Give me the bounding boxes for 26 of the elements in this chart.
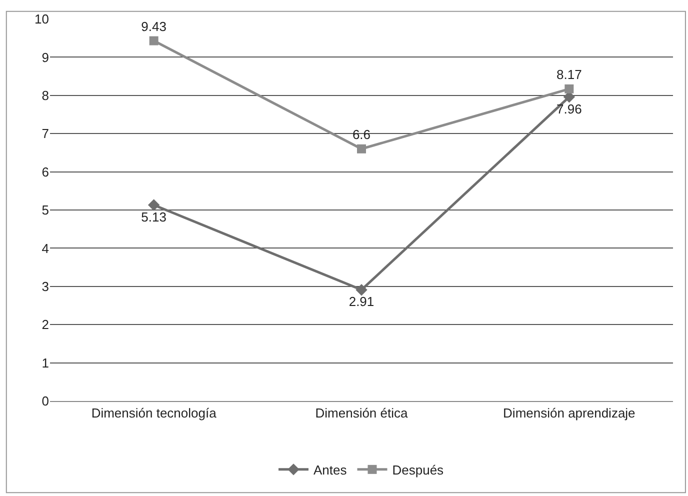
y-tick-label: 7 bbox=[42, 126, 49, 142]
y-tick-label: 3 bbox=[42, 278, 49, 294]
legend-label: Después bbox=[392, 462, 444, 478]
y-tick-label: 5 bbox=[42, 202, 49, 218]
point bbox=[356, 284, 368, 296]
x-tick-label: Dimensión ética bbox=[315, 406, 409, 421]
point bbox=[357, 144, 366, 154]
data-label: 9.43 bbox=[141, 18, 166, 34]
point bbox=[564, 84, 574, 94]
x-tick-label: Dimensión aprendizaje bbox=[503, 406, 636, 421]
y-tick-label: 8 bbox=[42, 88, 49, 103]
y-tick-label: 2 bbox=[42, 317, 49, 332]
data-label: 8.17 bbox=[556, 67, 582, 82]
y-tick-label: 6 bbox=[42, 164, 49, 180]
data-label: 2.91 bbox=[348, 294, 374, 310]
y-tick-label: 4 bbox=[42, 240, 49, 256]
data-label: 7.96 bbox=[556, 101, 582, 116]
y-tick-label: 10 bbox=[34, 12, 49, 27]
point bbox=[149, 36, 158, 46]
y-tick-label: 1 bbox=[42, 355, 49, 370]
x-tick-label: Dimensión tecnología bbox=[91, 406, 218, 421]
legend-label: Antes bbox=[314, 462, 348, 478]
y-tick-label: 9 bbox=[42, 50, 49, 65]
point bbox=[148, 199, 160, 211]
data-label: 5.13 bbox=[141, 209, 166, 224]
y-tick-label: 0 bbox=[42, 394, 49, 409]
